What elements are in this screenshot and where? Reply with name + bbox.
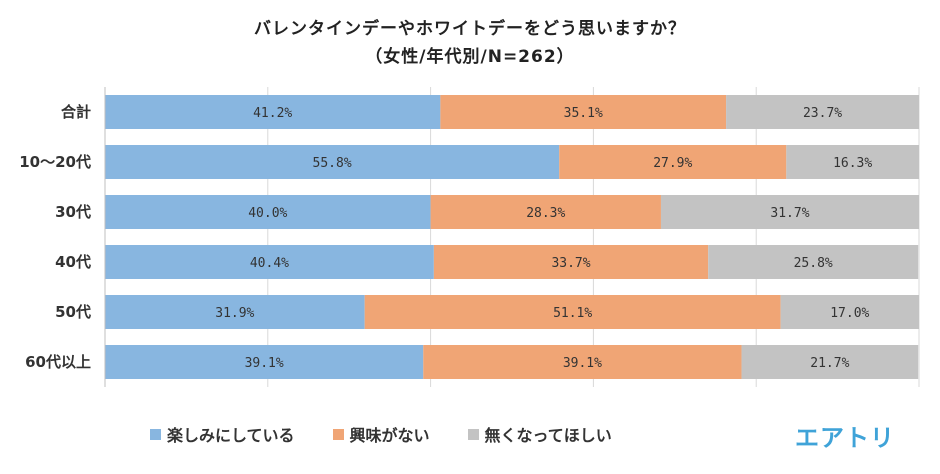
bar-segment: [105, 195, 431, 229]
bar-segment: [364, 295, 781, 329]
chart-subtitle: （女性/年代別/N=262）: [365, 47, 575, 67]
chart-legend: 楽しみにしている 興味がない 無くなってほしい: [150, 422, 612, 446]
data-label: 39.1%: [245, 356, 284, 371]
bar-segment: [786, 145, 919, 179]
data-label: 39.1%: [563, 356, 602, 371]
legend-label-enjoy: 楽しみにしている: [167, 426, 295, 445]
data-label: 21.7%: [810, 356, 849, 371]
data-label: 23.7%: [803, 106, 842, 121]
legend-label-want-gone: 無くなってほしい: [484, 426, 612, 445]
category-label: 60代以上: [25, 353, 91, 371]
data-label: 25.8%: [794, 256, 833, 271]
data-label: 41.2%: [253, 106, 292, 121]
bar-segment: [726, 95, 919, 129]
data-label: 40.4%: [250, 256, 289, 271]
category-label: 40代: [55, 253, 91, 271]
data-label: 28.3%: [526, 206, 565, 221]
legend-item-enjoy: 楽しみにしている: [150, 422, 295, 446]
bar-segment: [105, 145, 560, 179]
bar-segment: [430, 195, 661, 229]
bar-segment: [105, 95, 441, 129]
bar-segment: [440, 95, 727, 129]
bar-segment: [423, 345, 742, 379]
bar-segment: [708, 245, 919, 279]
legend-item-not-interested: 興味がない: [332, 422, 430, 446]
data-label: 33.7%: [551, 256, 590, 271]
bar-segment: [559, 145, 787, 179]
data-label: 35.1%: [564, 106, 603, 121]
data-label: 31.7%: [770, 206, 809, 221]
bar-segment: [741, 345, 919, 379]
category-label: 10～20代: [19, 153, 91, 171]
data-label: 27.9%: [653, 156, 692, 171]
category-label: 30代: [55, 203, 91, 221]
legend-swatch-enjoy: [150, 428, 161, 440]
data-label: 31.9%: [215, 306, 254, 321]
bar-segment: [105, 295, 365, 329]
data-label: 17.0%: [830, 306, 869, 321]
bar-segment: [433, 245, 709, 279]
legend-swatch-not-interested: [332, 428, 344, 440]
category-label: 50代: [55, 303, 91, 321]
data-label: 40.0%: [248, 206, 287, 221]
bar-segment: [105, 345, 424, 379]
brand-logo: エアトリ: [795, 424, 895, 452]
data-label: 51.1%: [553, 306, 592, 321]
legend-swatch-want-gone: [467, 428, 479, 440]
category-label: 合計: [60, 103, 91, 121]
data-label: 55.8%: [313, 156, 352, 171]
bar-segment: [105, 245, 434, 279]
data-label: 16.3%: [833, 156, 872, 171]
bar-segment: [660, 195, 919, 229]
chart-title: バレンタインデーやホワイトデーをどう思いますか？: [254, 19, 686, 39]
legend-label-not-interested: 興味がない: [349, 426, 430, 445]
bar-segment: [780, 295, 919, 329]
legend-item-want-gone: 無くなってほしい: [467, 422, 612, 446]
